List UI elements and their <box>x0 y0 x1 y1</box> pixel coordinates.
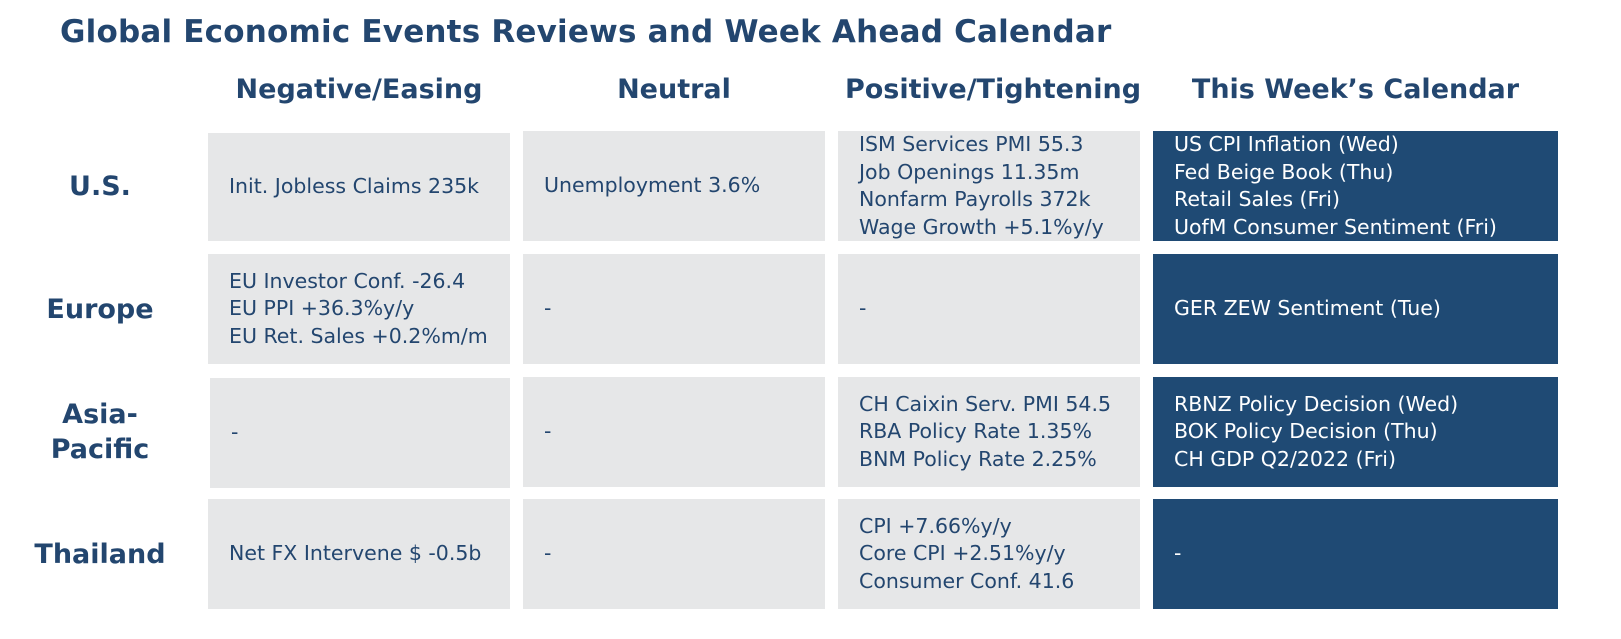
cell-line: Retail Sales (Fri) <box>1174 187 1340 211</box>
row-header-label: Europe <box>46 293 154 325</box>
cell-asia-pacific-neutral: - <box>523 377 825 487</box>
row-header-label-line: Asia- <box>62 399 138 430</box>
cell-line: Net FX Intervene $ -0.5b <box>229 541 482 566</box>
cell-asia-pacific-positive: CH Caixin Serv. PMI 54.5 RBA Policy Rate… <box>838 377 1140 487</box>
cell-europe-negative: EU Investor Conf. -26.4 EU PPI +36.3%y/y… <box>208 254 510 364</box>
cell-line: Job Openings 11.35m <box>859 159 1080 184</box>
cell-thailand-negative: Net FX Intervene $ -0.5b <box>208 499 510 609</box>
cell-thailand-neutral: - <box>523 499 825 609</box>
cell-line: - <box>231 420 239 445</box>
cell-line: Init. Jobless Claims 235k <box>229 174 480 199</box>
cell-us-positive: ISM Services PMI 55.3 Job Openings 11.35… <box>838 131 1140 241</box>
cell-line: ISM Services PMI 55.3 <box>859 132 1084 156</box>
column-header-this-weeks-calendar: This Week’s Calendar <box>1191 74 1520 105</box>
row-header-label: Thailand <box>34 538 166 570</box>
cell-europe-calendar: GER ZEW Sentiment (Tue) <box>1153 254 1558 364</box>
cell-line: Fed Beige Book (Thu) <box>1174 159 1394 184</box>
row-header-label: U.S. <box>69 170 131 202</box>
cell-line: RBNZ Policy Decision (Wed) <box>1174 391 1459 416</box>
cell-line: CH Caixin Serv. PMI 54.5 <box>859 391 1112 416</box>
cell-europe-neutral: - <box>523 254 825 364</box>
cell-line: BNM Policy Rate 2.25% <box>859 446 1097 471</box>
cell-line: CPI +7.66%y/y <box>859 513 1012 538</box>
cell-thailand-positive: CPI +7.66%y/y Core CPI +2.51%y/y Consume… <box>838 499 1140 609</box>
cell-line: EU Investor Conf. -26.4 <box>229 268 466 293</box>
cell-line: - <box>544 419 552 444</box>
cell-line: - <box>544 296 552 321</box>
row-header-europe: Europe <box>20 254 180 364</box>
cell-line: Unemployment 3.6% <box>544 173 761 198</box>
cell-line: RBA Policy Rate 1.35% <box>859 419 1092 444</box>
cell-us-neutral: Unemployment 3.6% <box>523 131 825 241</box>
cell-line: Nonfarm Payrolls 372k <box>859 187 1091 211</box>
cell-line: - <box>1174 541 1182 566</box>
cell-us-calendar: US CPI Inflation (Wed) Fed Beige Book (T… <box>1153 131 1558 241</box>
cell-asia-pacific-negative: - <box>210 378 510 488</box>
page-title: Global Economic Events Reviews and Week … <box>60 14 1112 50</box>
cell-asia-pacific-calendar: RBNZ Policy Decision (Wed) BOK Policy De… <box>1153 377 1558 487</box>
cell-line: Consumer Conf. 41.6 <box>859 568 1075 593</box>
cell-line: Wage Growth +5.1%y/y <box>859 214 1104 239</box>
row-header-label-line: Pacific <box>50 434 150 465</box>
cell-us-negative: Init. Jobless Claims 235k <box>208 133 510 241</box>
row-header-thailand: Thailand <box>20 499 180 609</box>
cell-thailand-calendar: - <box>1153 499 1558 609</box>
cell-line: UofM Consumer Sentiment (Fri) <box>1174 214 1497 239</box>
column-header-positive-tightening: Positive/Tightening <box>844 74 1142 105</box>
cell-line: CH GDP Q2/2022 (Fri) <box>1174 446 1396 471</box>
cell-line: US CPI Inflation (Wed) <box>1174 132 1399 156</box>
cell-line: - <box>544 541 552 566</box>
column-header-negative-easing: Negative/Easing <box>235 74 483 105</box>
cell-line: Core CPI +2.51%y/y <box>859 541 1066 566</box>
cell-line: GER ZEW Sentiment (Tue) <box>1174 296 1441 321</box>
row-header-asia-pacific: Asia- Pacific <box>20 377 180 487</box>
cell-line: EU PPI +36.3%y/y <box>229 296 415 321</box>
cell-europe-positive: - <box>838 254 1140 364</box>
column-header-neutral: Neutral <box>617 74 731 105</box>
cell-line: EU Ret. Sales +0.2%m/m <box>229 323 488 348</box>
row-header-us: U.S. <box>20 131 180 241</box>
cell-line: - <box>859 296 867 321</box>
cell-line: BOK Policy Decision (Thu) <box>1174 419 1438 444</box>
